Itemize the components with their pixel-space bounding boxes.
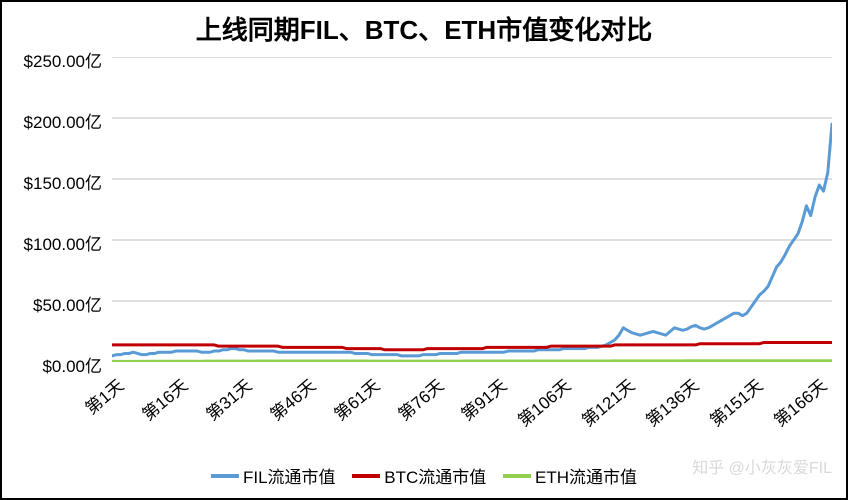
legend-swatch-fil <box>211 474 239 478</box>
x-tick-label: 第61天 <box>327 372 384 425</box>
y-tick-label: $100.00亿 <box>2 230 102 255</box>
y-tick-label: $50.00亿 <box>2 291 102 316</box>
x-tick-label: 第106天 <box>512 372 576 431</box>
legend-swatch-eth <box>503 474 531 478</box>
y-tick-label: $250.00亿 <box>2 47 102 72</box>
legend-item-btc: BTC流通市值 <box>352 463 486 488</box>
x-tick-label: 第151天 <box>703 372 767 431</box>
x-tick-label: 第1天 <box>79 372 128 419</box>
x-tick-label: 第136天 <box>639 372 703 431</box>
legend-item-fil: FIL流通市值 <box>211 463 336 488</box>
x-tick-label: 第76天 <box>391 372 448 425</box>
legend-label-eth: ETH流通市值 <box>535 463 637 488</box>
legend-item-eth: ETH流通市值 <box>503 463 637 488</box>
x-tick-label: 第16天 <box>135 372 192 425</box>
x-tick-label: 第166天 <box>767 372 831 431</box>
legend-label-btc: BTC流通市值 <box>384 463 486 488</box>
x-tick-label: 第31天 <box>199 372 256 425</box>
x-tick-label: 第91天 <box>455 372 512 425</box>
legend-swatch-btc <box>352 474 380 478</box>
chart-container: 上线同期FIL、BTC、ETH市值变化对比 FIL流通市值 BTC流通市值 ET… <box>0 0 848 500</box>
chart-title: 上线同期FIL、BTC、ETH市值变化对比 <box>2 10 846 47</box>
x-tick-label: 第46天 <box>263 372 320 425</box>
y-tick-label: $200.00亿 <box>2 108 102 133</box>
legend: FIL流通市值 BTC流通市值 ETH流通市值 <box>2 463 846 489</box>
y-tick-label: $150.00亿 <box>2 169 102 194</box>
legend-label-fil: FIL流通市值 <box>243 463 336 488</box>
x-tick-label: 第121天 <box>575 372 639 431</box>
plot-area <box>112 57 832 362</box>
y-tick-label: $0.00亿 <box>2 352 102 377</box>
plot-svg <box>112 57 832 362</box>
